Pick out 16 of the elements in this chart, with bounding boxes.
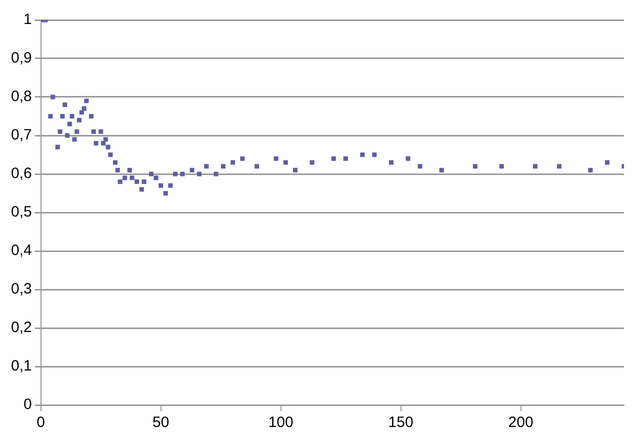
y-tick-label: 0,8	[10, 88, 32, 106]
y-tick-label: 1	[24, 11, 32, 28]
x-tick-label: 100	[268, 414, 294, 432]
y-tick-label: 0,3	[10, 280, 32, 298]
x-tick-label: 0	[36, 414, 46, 432]
y-tick-label: 0,9	[10, 50, 32, 67]
x-tick-label: 50	[152, 414, 170, 432]
x-tick-label: 200	[508, 414, 534, 432]
y-tick-label: 0,2	[10, 319, 32, 336]
y-tick-label: 0,4	[10, 242, 32, 260]
x-tick-label: 150	[388, 414, 414, 432]
y-tick-label: 0,7	[10, 126, 32, 144]
y-tick-label: 0	[24, 396, 32, 414]
y-tick-label: 0,1	[10, 358, 32, 375]
y-tick-label: 0,5	[10, 204, 32, 221]
y-tick-label: 0,6	[10, 165, 32, 182]
